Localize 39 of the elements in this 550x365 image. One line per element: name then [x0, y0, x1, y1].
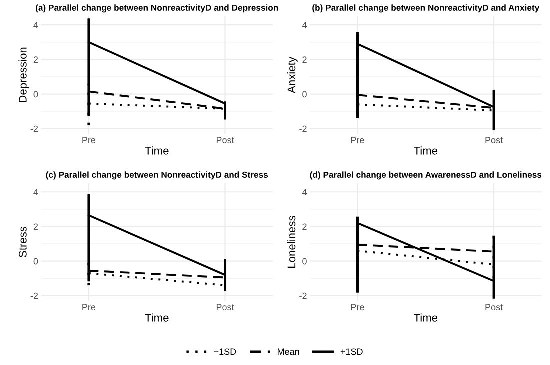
- x-tick-label: Pre: [351, 137, 364, 144]
- x-tick-label: Post: [486, 137, 504, 144]
- y-tick-label: 2: [302, 224, 307, 230]
- y-tick-label: 4: [302, 22, 307, 28]
- y-axis-title: Depression: [18, 48, 30, 102]
- x-tick-label: Post: [486, 304, 504, 311]
- x-axis-title: Time: [145, 314, 169, 322]
- y-tick-label: -2: [30, 126, 38, 132]
- chart-title: (d) Parallel change between AwarenessD and Loneliness: [310, 172, 542, 180]
- y-axis-title: Anxiety: [287, 57, 298, 94]
- y-tick-label: 0: [302, 258, 307, 265]
- y-tick-label: 2: [34, 56, 38, 63]
- x-axis-title: Time: [414, 314, 438, 322]
- x-axis-title: Time: [145, 146, 169, 155]
- chart-title: (a) Parallel change between NonreactivityD and Depression: [36, 4, 278, 13]
- y-tick-label: 2: [34, 224, 38, 230]
- chart-title: (b) Parallel change between NonreactivityD and Anxiety: [312, 4, 540, 13]
- y-axis-title: Stress: [18, 226, 27, 258]
- y-axis-title: Loneliness: [287, 216, 296, 268]
- x-tick-label: Pre: [351, 304, 364, 311]
- y-tick-label: 0: [34, 91, 38, 98]
- x-tick-label: Pre: [82, 304, 96, 311]
- y-tick-label: 4: [34, 22, 38, 28]
- x-tick-label: Post: [216, 137, 234, 144]
- y-tick-label: -2: [30, 292, 38, 300]
- x-tick-label: Pre: [82, 137, 96, 144]
- legend-label: Mean: [278, 348, 300, 356]
- x-axis-title: Time: [414, 146, 438, 155]
- chart-title: (c) Parallel change between NonreactivityD and Stress: [46, 172, 268, 180]
- legend-label: −1SD: [214, 348, 236, 356]
- y-tick-label: -2: [300, 292, 307, 300]
- y-tick-label: 4: [302, 189, 307, 196]
- y-tick-label: 0: [302, 91, 307, 98]
- y-tick-label: 0: [34, 258, 38, 265]
- y-tick-label: -2: [300, 126, 307, 132]
- y-tick-label: 4: [34, 189, 38, 196]
- legend-label: +1SD: [340, 348, 363, 356]
- x-tick-label: Post: [216, 304, 234, 311]
- y-tick-label: 2: [302, 56, 307, 63]
